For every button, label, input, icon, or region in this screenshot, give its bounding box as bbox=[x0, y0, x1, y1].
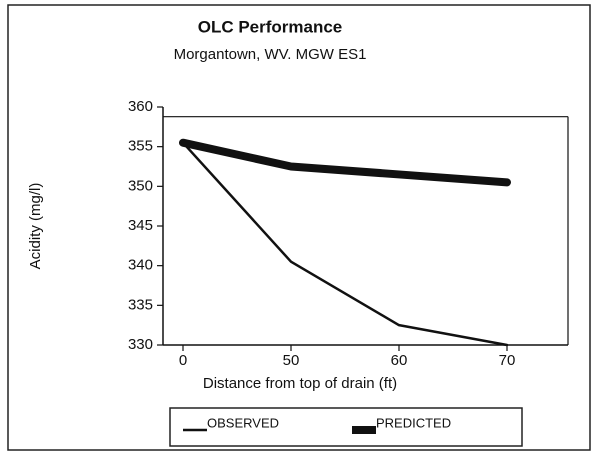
y-tick-label: 360 bbox=[128, 98, 153, 115]
chart-title: OLC Performance bbox=[198, 17, 343, 36]
chart-border bbox=[7, 4, 591, 451]
x-tick-label: 0 bbox=[179, 352, 187, 369]
x-axis-label: Distance from top of drain (ft) bbox=[203, 375, 397, 392]
chart-subtitle: Morgantown, WV. MGW ES1 bbox=[174, 46, 367, 63]
y-tick-label: 355 bbox=[128, 138, 153, 155]
y-tick-label: 345 bbox=[128, 217, 153, 234]
y-tick-label: 350 bbox=[128, 177, 153, 194]
legend-label: PREDICTED bbox=[376, 415, 451, 430]
y-tick-label: 335 bbox=[128, 296, 153, 313]
x-tick-label: 50 bbox=[283, 352, 300, 369]
y-tick-label: 340 bbox=[128, 257, 153, 274]
y-tick-label: 330 bbox=[128, 336, 153, 353]
series-line bbox=[181, 141, 509, 347]
y-axis-label: Acidity (mg/l) bbox=[27, 183, 44, 270]
legend-label: OBSERVED bbox=[207, 415, 279, 430]
x-tick-label: 60 bbox=[391, 352, 408, 369]
x-tick-label: 70 bbox=[499, 352, 516, 369]
series-line bbox=[179, 138, 511, 187]
legend-box bbox=[169, 407, 523, 447]
